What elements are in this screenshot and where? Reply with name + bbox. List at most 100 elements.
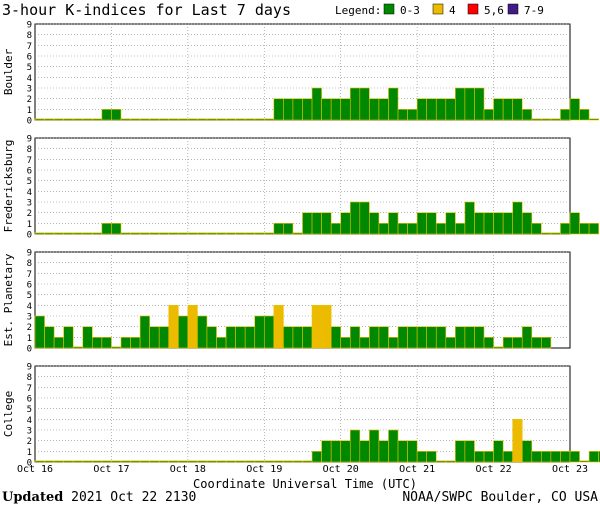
bar-fredericksburg-12 [149, 232, 160, 235]
bar-est-planetary-18 [206, 326, 217, 349]
y-tick-label: 7 [27, 156, 32, 166]
bar-college-53 [541, 451, 552, 463]
bar-est-planetary-6 [92, 337, 103, 349]
bar-boulder-26 [283, 98, 294, 121]
bar-fredericksburg-47 [483, 212, 494, 235]
bar-fredericksburg-1 [44, 232, 55, 235]
bar-college-13 [158, 460, 170, 463]
bar-est-planetary-12 [149, 326, 160, 349]
bar-boulder-44 [455, 87, 466, 121]
bar-fredericksburg-19 [216, 232, 227, 235]
bar-boulder-5 [82, 118, 93, 121]
bar-college-39 [407, 440, 418, 463]
y-tick-label: 2 [27, 323, 32, 333]
bar-college-22 [244, 460, 256, 463]
bar-college-40 [416, 451, 427, 463]
bar-college-56 [569, 451, 580, 463]
bar-boulder-45 [464, 87, 475, 121]
y-tick-label: 2 [27, 209, 32, 219]
bar-college-37 [388, 429, 399, 463]
bar-est-planetary-14 [168, 305, 179, 349]
bar-boulder-36 [378, 98, 389, 121]
x-tick-label: Oct 21 [399, 464, 435, 475]
bar-fredericksburg-5 [82, 232, 93, 235]
bar-est-planetary-17 [197, 315, 208, 349]
bar-boulder-37 [388, 87, 399, 121]
bar-boulder-53 [541, 118, 552, 121]
bar-est-planetary-48 [493, 346, 504, 349]
x-tick-label: Oct 19 [246, 464, 282, 475]
bar-fredericksburg-26 [283, 223, 294, 235]
bar-boulder-23 [254, 118, 265, 121]
bar-est-planetary-46 [474, 326, 485, 349]
bar-est-planetary-27 [292, 326, 303, 349]
bar-boulder-21 [235, 118, 246, 121]
bar-college-8 [111, 460, 122, 463]
bar-boulder-13 [158, 118, 170, 121]
updated-label: Updated [2, 490, 64, 505]
bar-est-planetary-25 [273, 305, 284, 349]
bar-est-planetary-52 [531, 337, 542, 349]
source-credit: NOAA/SWPC Boulder, CO USA [402, 490, 598, 505]
bar-college-54 [550, 451, 561, 463]
bar-fredericksburg-53 [541, 232, 552, 235]
bar-boulder-4 [72, 118, 84, 121]
bar-college-2 [53, 460, 64, 463]
bar-est-planetary-40 [416, 326, 427, 349]
bar-fredericksburg-41 [426, 212, 437, 235]
bar-college-57 [579, 460, 590, 463]
bar-boulder-52 [531, 118, 542, 121]
bar-est-planetary-39 [407, 326, 418, 349]
bar-est-planetary-29 [311, 305, 322, 349]
bar-boulder-7 [101, 109, 112, 121]
y-tick-label: 1 [27, 334, 32, 344]
bar-fredericksburg-24 [263, 232, 275, 235]
bar-boulder-57 [579, 109, 590, 121]
bar-boulder-35 [369, 98, 380, 121]
bar-est-planetary-41 [426, 326, 437, 349]
bar-college-42 [435, 460, 447, 463]
bar-fredericksburg-0 [34, 232, 45, 235]
bar-college-1 [44, 460, 55, 463]
bar-est-planetary-47 [483, 337, 494, 349]
bar-est-planetary-19 [216, 337, 227, 349]
bar-fredericksburg-33 [349, 201, 361, 235]
bar-college-4 [72, 460, 84, 463]
bar-est-planetary-16 [187, 305, 198, 349]
y-tick-label: 8 [27, 373, 32, 383]
bar-fredericksburg-37 [388, 212, 399, 235]
bar-boulder-3 [63, 118, 74, 121]
updated-timestamp: Updated 2021 Oct 22 2130 [2, 490, 196, 505]
bar-est-planetary-50 [512, 337, 523, 349]
bar-fredericksburg-27 [292, 232, 303, 235]
bar-est-planetary-44 [455, 326, 466, 349]
bar-boulder-16 [187, 118, 198, 121]
legend-label-0-3: 0-3 [400, 4, 420, 17]
bar-college-15 [178, 460, 189, 463]
legend-swatch-5-6 [467, 3, 479, 15]
bar-est-planetary-4 [72, 346, 84, 349]
bar-fredericksburg-25 [273, 223, 284, 235]
bar-est-planetary-28 [302, 326, 313, 349]
y-tick-label: 1 [27, 220, 32, 230]
bar-boulder-54 [550, 118, 561, 121]
bar-est-planetary-26 [283, 326, 294, 349]
bar-boulder-22 [244, 118, 256, 121]
y-tick-label: 4 [27, 188, 32, 198]
bar-est-planetary-7 [101, 337, 112, 349]
bar-est-planetary-0 [34, 315, 45, 349]
x-axis: Oct 16 Oct 17 Oct 18 Oct 19 Oct 20 Oct 21 Oct … [17, 464, 588, 475]
y-tick-label: 0 [27, 117, 32, 127]
y-tick-label: 6 [27, 53, 32, 63]
bar-fredericksburg-52 [531, 223, 542, 235]
bar-fredericksburg-17 [197, 232, 208, 235]
bar-boulder-18 [206, 118, 217, 121]
bar-fredericksburg-14 [168, 232, 179, 235]
x-axis-label: Coordinate Universal Time (UTC) [193, 477, 417, 490]
legend: Legend: 0-3 4 5,6 7-9 [335, 3, 544, 17]
bar-fredericksburg-40 [416, 212, 427, 235]
bar-est-planetary-43 [445, 337, 456, 349]
bar-fredericksburg-58 [588, 223, 599, 235]
bar-fredericksburg-48 [493, 212, 504, 235]
